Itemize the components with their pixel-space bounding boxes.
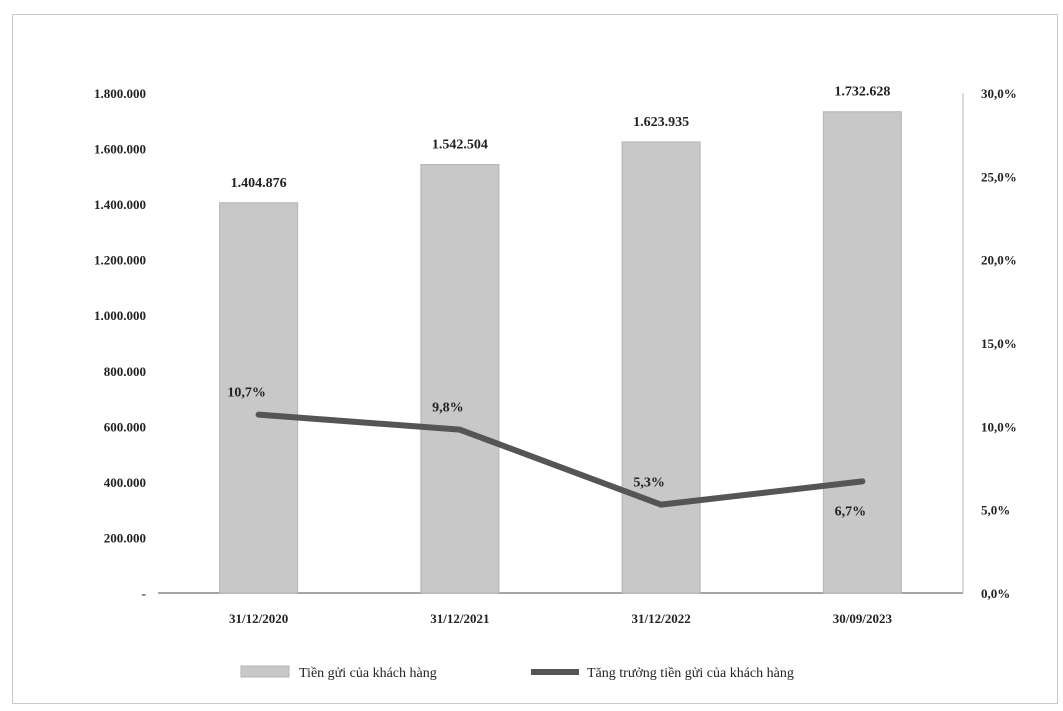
growth-point <box>256 412 261 417</box>
growth-data-label: 9,8% <box>432 401 464 416</box>
left-axis-tick-label: 200.000 <box>104 530 146 545</box>
left-axis-tick-label: - <box>142 586 146 601</box>
growth-point <box>860 479 865 484</box>
growth-data-label: 6,7% <box>835 504 867 519</box>
left-axis-tick-label: 1.600.000 <box>94 142 146 157</box>
growth-point <box>457 427 462 432</box>
category-label: 31/12/2021 <box>430 611 489 626</box>
bar <box>822 111 902 594</box>
left-axis-tick-label: 1.800.000 <box>94 86 146 101</box>
legend-swatch-deposits <box>240 665 290 678</box>
right-axis-tick-label: 5,0% <box>981 503 1010 518</box>
right-axis-tick-label: 0,0% <box>981 586 1010 601</box>
right-axis-tick-label: 10,0% <box>981 419 1017 434</box>
bar-data-label: 1.542.504 <box>432 138 488 153</box>
legend-label-deposits: Tiền gửi của khách hàng <box>299 666 437 681</box>
category-label: 30/09/2023 <box>833 611 893 626</box>
bar-data-label: 1.623.935 <box>633 115 689 130</box>
chart-frame: - 200.000 400.000 600.000 800.000 1.000.000 1.… <box>12 14 1058 704</box>
right-axis-tick-label: 20,0% <box>981 253 1017 268</box>
left-axis-tick-label: 1.400.000 <box>94 197 146 212</box>
bar <box>621 141 701 594</box>
left-axis-tick-label: 800.000 <box>104 364 146 379</box>
legend-label-growth: Tăng trưởng tiền gửi của khách hàng <box>587 666 794 681</box>
growth-data-label: 5,3% <box>633 476 665 491</box>
left-axis-tick-label: 600.000 <box>104 419 146 434</box>
bar <box>420 164 500 594</box>
category-label: 31/12/2020 <box>229 611 288 626</box>
category-label: 31/12/2022 <box>632 611 691 626</box>
left-axis-tick-label: 400.000 <box>104 475 146 490</box>
bar <box>219 202 299 594</box>
bar-data-label: 1.404.876 <box>231 176 287 191</box>
growth-point <box>659 502 664 507</box>
right-axis-tick-label: 25,0% <box>981 169 1017 184</box>
left-axis-tick-label: 1.200.000 <box>94 253 146 268</box>
bar-data-label: 1.732.628 <box>834 85 890 100</box>
growth-data-label: 10,7% <box>227 386 266 401</box>
growth-line <box>255 411 866 508</box>
right-axis-tick-label: 15,0% <box>981 336 1017 351</box>
right-axis-tick-label: 30,0% <box>981 86 1017 101</box>
combo-chart: - 200.000 400.000 600.000 800.000 1.000.000 1.… <box>94 85 1017 681</box>
left-axis-tick-label: 1.000.000 <box>94 308 146 323</box>
